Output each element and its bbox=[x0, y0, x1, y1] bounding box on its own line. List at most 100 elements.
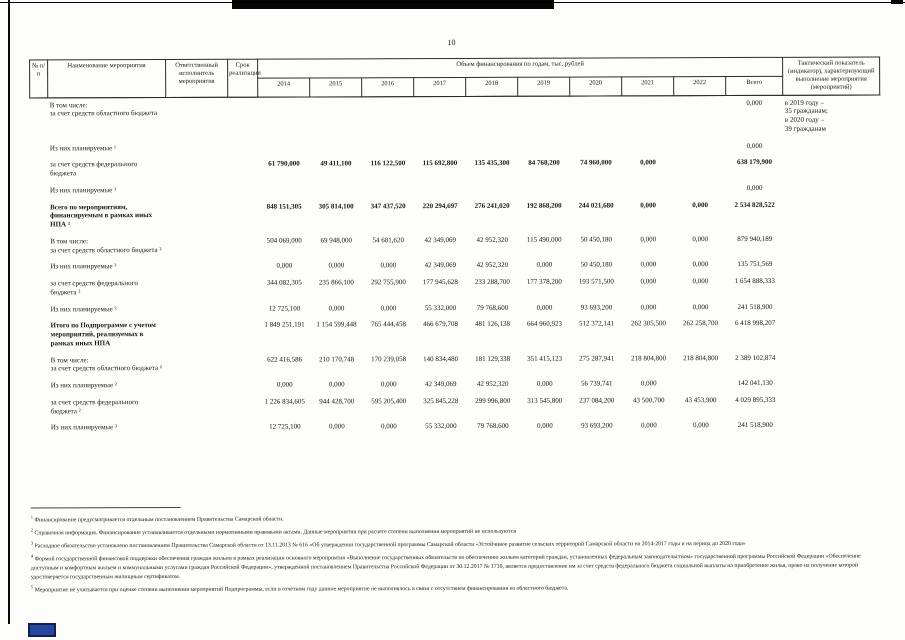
cell-measure-label: за счет средств федерального бюджета ² bbox=[50, 397, 139, 415]
cell-value bbox=[258, 182, 310, 199]
cell-value: 241 518,900 bbox=[737, 421, 773, 430]
scan-artifact-top-line bbox=[0, 2, 905, 3]
cell-measure-label: Итого по Подпрограмме с учетом мероприят… bbox=[50, 321, 156, 348]
cell-value: 135 435,300 bbox=[474, 159, 510, 168]
cell-value: 504 069,000 bbox=[266, 236, 302, 245]
col-header-name: Наименование мероприятия bbox=[47, 59, 166, 98]
cell-value bbox=[674, 155, 726, 181]
footnote-marker: 5 bbox=[30, 584, 34, 590]
table-row: за счет средств федерального бюджета ² 34… bbox=[30, 274, 880, 302]
scan-artifact-top-bar bbox=[232, 0, 554, 9]
col-header-responsible: Ответственный исполнитель мероприятия bbox=[165, 59, 228, 97]
table-row: за счет средств федерального бюджета ² 1 … bbox=[31, 392, 881, 420]
cell-value: 79 768,600 bbox=[477, 422, 509, 431]
year-header: 2022 bbox=[673, 76, 726, 96]
footnote-marker: 4 bbox=[30, 553, 34, 559]
col-header-financing: Объем финансирования по годам, тыс. рубл… bbox=[257, 57, 783, 78]
cell-value: 0,000 bbox=[380, 380, 397, 389]
cell-value bbox=[466, 182, 518, 199]
cell-value bbox=[570, 95, 622, 139]
cell-value: 305 814,100 bbox=[318, 201, 354, 210]
cell-value: 142 041,130 bbox=[737, 378, 773, 388]
scan-artifact-corner-mark bbox=[891, 0, 903, 4]
cell-num bbox=[31, 378, 49, 395]
table-body: В том числе: за счет средств областного … bbox=[30, 95, 881, 438]
cell-value: 512 372,141 bbox=[579, 319, 615, 328]
footnote-separator bbox=[30, 506, 181, 509]
cell-value: 466 679,708 bbox=[423, 320, 459, 329]
cell-term bbox=[229, 420, 259, 437]
cell-value bbox=[310, 96, 362, 140]
cell-measure-label: В том числе: за счет средств областного … bbox=[50, 237, 162, 254]
cell-value: 42 952,320 bbox=[476, 235, 508, 244]
cell-value bbox=[518, 181, 570, 198]
table-row: В том числе: за счет средств областного … bbox=[30, 95, 880, 141]
cell-value: 2 534 828,522 bbox=[734, 200, 775, 209]
cell-measure-label: Из них планируемые ² bbox=[50, 262, 117, 271]
cell-value: 69 948,000 bbox=[320, 236, 352, 245]
cell-value: 181 129,338 bbox=[475, 354, 511, 363]
cell-value: 177 378,200 bbox=[526, 277, 562, 286]
cell-value: 0,000 bbox=[276, 261, 293, 270]
cell-value bbox=[414, 139, 466, 156]
table-row: Всего по мероприятиям, финансируемым в р… bbox=[30, 197, 880, 234]
cell-responsible bbox=[166, 140, 228, 157]
cell-measure-label: Из них планируемые ³ bbox=[50, 423, 118, 432]
cell-value: 12 725,100 bbox=[268, 304, 301, 313]
cell-value: 56 739,741 bbox=[580, 379, 613, 388]
cell-value: 42 349,069 bbox=[424, 261, 457, 270]
cell-value: 0,000 bbox=[746, 98, 763, 107]
table-row: Из них планируемые ³ 12 725,100 0,000 0,000… bbox=[31, 418, 881, 438]
footnotes: 1 Финансирование предусматривается отдел… bbox=[31, 510, 883, 595]
cell-value: 140 834,480 bbox=[423, 354, 459, 363]
cell-value: 235 866,100 bbox=[318, 278, 354, 287]
cell-value: 0,000 bbox=[692, 200, 708, 209]
cell-value bbox=[622, 95, 674, 139]
year-header: 2016 bbox=[361, 77, 414, 97]
cell-value: 0,000 bbox=[640, 379, 657, 388]
cell-responsible bbox=[166, 276, 228, 302]
year-header: 2014 bbox=[257, 77, 310, 97]
cell-value: 115 692,800 bbox=[422, 159, 458, 168]
cell-value bbox=[414, 96, 466, 140]
cell-value: 6 418 998,207 bbox=[734, 319, 776, 328]
cell-value: 0,000 bbox=[536, 421, 553, 430]
table-row: Итого по Подпрограмме с учетом мероприят… bbox=[30, 316, 880, 353]
cell-measure-label: Из них планируемые ¹ bbox=[49, 143, 117, 152]
cell-value: 0,000 bbox=[640, 235, 657, 244]
cell-term bbox=[228, 259, 258, 276]
footnote-marker: 3 bbox=[30, 540, 34, 546]
cell-value: 292 755,900 bbox=[370, 278, 406, 287]
cell-num bbox=[30, 97, 48, 141]
year-header: 2015 bbox=[309, 77, 362, 97]
cell-responsible bbox=[167, 378, 229, 395]
cell-num bbox=[30, 234, 48, 260]
cell-value bbox=[414, 182, 466, 199]
cell-value: 0,000 bbox=[536, 379, 553, 388]
cell-indicator-note bbox=[784, 376, 881, 393]
cell-value: 0,000 bbox=[692, 302, 709, 311]
cell-value: 0,000 bbox=[328, 261, 345, 270]
cell-responsible bbox=[166, 199, 228, 233]
cell-value: 93 693,200 bbox=[580, 302, 613, 312]
table-row: В том числе: за счет средств областного … bbox=[30, 231, 880, 259]
cell-indicator-note bbox=[784, 418, 881, 435]
cell-value: 0,000 bbox=[746, 141, 763, 150]
cell-value: 0,000 bbox=[640, 421, 657, 430]
col-header-indicator: Тактический показатель (индикатор), хара… bbox=[782, 57, 880, 95]
cell-value: 43 453,900 bbox=[685, 395, 717, 404]
cell-value: 276 241,020 bbox=[474, 201, 510, 210]
minimized-window-fragment[interactable] bbox=[28, 623, 56, 637]
cell-measure-label: Всего по мероприятиям, финансируемым в р… bbox=[50, 202, 153, 229]
cell-indicator-note bbox=[783, 197, 880, 232]
cell-indicator-note bbox=[784, 299, 881, 316]
cell-value bbox=[674, 181, 726, 198]
cell-num bbox=[30, 158, 48, 184]
cell-value: 42 952,320 bbox=[476, 261, 509, 270]
cell-value bbox=[570, 139, 622, 156]
cell-value bbox=[466, 139, 518, 156]
footnote-marker: 1 bbox=[30, 514, 33, 520]
cell-value: 241 518,900 bbox=[737, 302, 773, 311]
cell-value: 135 751,569 bbox=[737, 260, 773, 269]
